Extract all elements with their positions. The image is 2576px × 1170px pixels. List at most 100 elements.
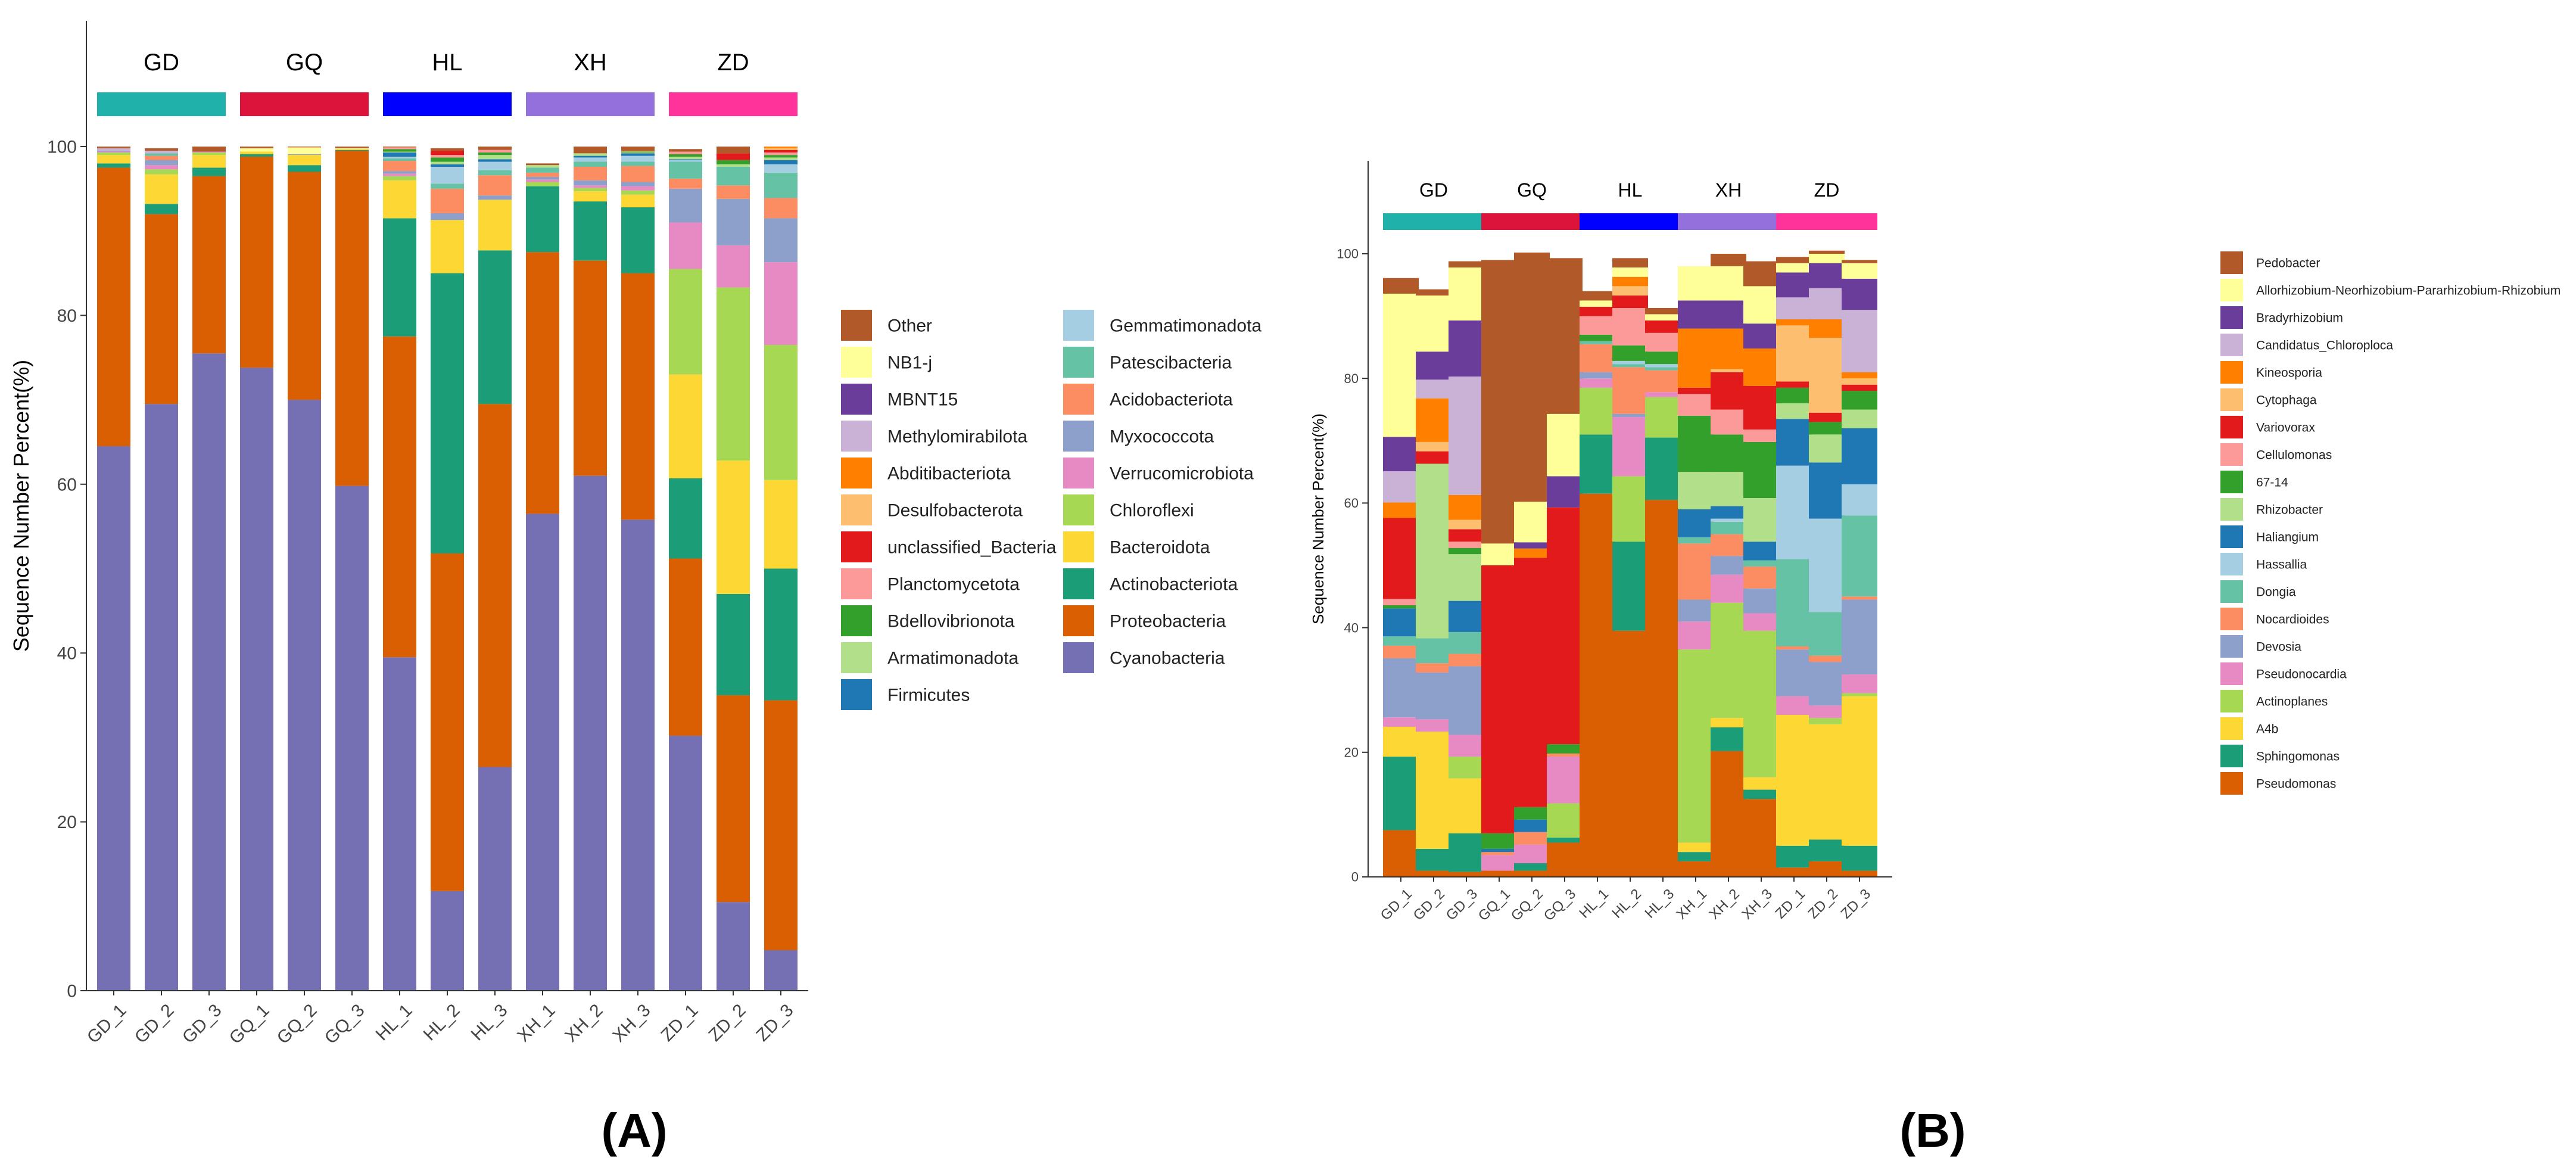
panel-b: 0 20 40 60 80 100 Sequence Number Percent(%) GD… — [1309, 161, 2561, 1157]
bar-segment-zd-2-unclassified-bacteria — [717, 153, 750, 160]
bar-segment-zd-3-allorhizobium-neorhizobium-pararhizobium-rhizobium — [1842, 263, 1877, 279]
legend-swatch-other — [841, 310, 872, 341]
x-tick-label-zd-1: ZD_1 — [1773, 886, 1809, 922]
bar-segment-zd-1-patescibacteria — [669, 161, 702, 179]
bar-segment-xh-2-67-14 — [1711, 434, 1746, 472]
bar-segment-gd-2-cyanobacteria — [145, 404, 178, 991]
bar-segment-zd-3-devosia — [1842, 599, 1877, 675]
legend-label-rhizobacter: Rhizobacter — [2256, 503, 2323, 516]
bar-segment-zd-3-haliangium — [1842, 428, 1877, 485]
bar-segment-gd-3-cyanobacteria — [192, 353, 226, 991]
legend-label-actinoplanes: Actinoplanes — [2256, 695, 2328, 708]
bar-segment-zd-2-pedobacter — [1809, 250, 1845, 254]
bar-segment-zd-1-actinobacteriota — [669, 478, 702, 559]
bar-segment-hl-1-sphingomonas — [1580, 434, 1615, 494]
bar-segment-zd-3-patescibacteria — [764, 172, 798, 198]
bar-segment-xh-3-dongia — [1743, 560, 1779, 567]
bar-segment-zd-3-chloroflexi — [764, 344, 798, 480]
bar-segment-zd-3-kineosporia — [1842, 372, 1877, 379]
y-axis-title: Sequence Number Percent(%) — [1309, 413, 1327, 624]
legend-label-a4b: A4b — [2256, 722, 2278, 736]
legend-label-67-14: 67-14 — [2256, 475, 2288, 489]
bar-segment-gq-3-allorhizobium-neorhizobium-pararhizobium-rhizobium — [1547, 413, 1583, 477]
bar-segment-zd-1-pseudomonas — [1776, 867, 1812, 877]
legend-swatch-chloroflexi — [1063, 494, 1094, 525]
bar-segment-gq-2-myxococcota — [288, 154, 321, 155]
bar-segment-gd-1-cyanobacteria — [97, 446, 130, 991]
bar-segment-zd-2-allorhizobium-neorhizobium-pararhizobium-rhizobium — [1809, 254, 1845, 263]
bar-segment-hl-3-variovorax — [1645, 320, 1681, 333]
bar-segment-xh-2-other — [574, 147, 607, 154]
bar-segment-xh-1-verrucomicrobiota — [526, 179, 559, 182]
bar-segment-zd-2-nocardioides — [1809, 655, 1845, 662]
bar-segment-xh-1-pseudomonas — [1678, 861, 1714, 877]
bar-segment-xh-2-cytophaga — [1711, 369, 1746, 372]
bar-segment-hl-1-verrucomicrobiota — [383, 173, 416, 176]
bar-segment-gd-3-candidatus-chloroploca — [1449, 376, 1484, 495]
bar-segment-hl-3-hassallia — [1645, 364, 1681, 368]
x-tick-label-xh-3: XH_3 — [609, 1000, 654, 1045]
bar-segment-xh-1-cellulomonas — [1678, 394, 1714, 416]
bar-segment-xh-3-a4b — [1743, 777, 1779, 790]
bar-segment-zd-1-bradyrhizobium — [1776, 272, 1812, 298]
bar-segment-xh-3-pedobacter — [1743, 261, 1779, 287]
bar-segment-xh-1-allorhizobium-neorhizobium-pararhizobium-rhizobium — [1678, 266, 1714, 301]
bar-segment-xh-2-chloroflexi — [574, 188, 607, 192]
bar-segment-gd-3-bradyrhizobium — [1449, 320, 1484, 377]
bar-segment-gd-1-devosia — [1383, 658, 1419, 718]
bar-segment-xh-2-nocardioides — [1711, 534, 1746, 556]
bar-segment-hl-1-dongia — [1580, 341, 1615, 344]
legend-swatch-gemmatimonadota — [1063, 310, 1094, 341]
bar-segment-xh-1-pseudonocardia — [1678, 621, 1714, 650]
bar-segment-gd-2-cytophaga — [1416, 441, 1451, 452]
bar-segment-gd-2-nocardioides — [1416, 663, 1451, 673]
bar-segment-hl-1-myxococcota — [383, 171, 416, 174]
bar-segment-xh-2-devosia — [1711, 556, 1746, 575]
bar-segment-gd-2-patescibacteria — [145, 153, 178, 156]
bar-segment-hl-3-pseudomonas — [1645, 500, 1681, 877]
bar-segment-xh-3-67-14 — [1743, 441, 1779, 499]
bar-segment-zd-3-dongia — [1842, 515, 1877, 597]
legend-swatch-planctomycetota — [841, 568, 872, 599]
legend-swatch-acidobacteriota — [1063, 384, 1094, 415]
bar-segment-xh-1-kineosporia — [1678, 328, 1714, 388]
bar-segment-gd-2-devosia — [1416, 672, 1451, 720]
bar-segment-hl-1-actinobacteriota — [383, 218, 416, 337]
bar-segment-gd-2-pedobacter — [1416, 289, 1451, 296]
bar-segment-gq-3-bradyrhizobium — [1547, 476, 1583, 508]
bar-segment-xh-1-a4b — [1678, 842, 1714, 852]
bar-segment-xh-3-cellulomonas — [1743, 429, 1779, 442]
bar-segment-xh-3-cyanobacteria — [621, 519, 655, 991]
bar-segment-zd-3-bacteroidota — [764, 480, 798, 569]
bar-segment-zd-1-haliangium — [1776, 419, 1812, 466]
group-label-hl: HL — [432, 49, 462, 76]
bar-segment-zd-3-firmicutes — [764, 160, 798, 164]
bar-segment-gd-2-candidatus-chloroploca — [1416, 379, 1451, 399]
bar-segment-zd-2-armatimonadota — [717, 164, 750, 167]
bar-segment-xh-1-actinobacteriota — [526, 186, 559, 253]
bar-segment-hl-3-bdellovibrionota — [478, 152, 512, 155]
bar-segment-xh-2-myxococcota — [574, 180, 607, 186]
bar-segment-gd-2-proteobacteria — [145, 214, 178, 404]
bar-segment-gd-3-variovorax — [1449, 529, 1484, 542]
bar-segment-zd-3-planctomycetota — [764, 152, 798, 155]
bar-segment-hl-3-patescibacteria — [478, 170, 512, 176]
bar-segment-zd-2-pseudonocardia — [1809, 705, 1845, 718]
bar-segment-gd-3-pedobacter — [1449, 261, 1484, 268]
bar-segment-gd-3-other — [192, 147, 226, 152]
bar-segment-zd-3-unclassified-bacteria — [764, 150, 798, 153]
bar-segment-gq-1-allorhizobium-neorhizobium-pararhizobium-rhizobium — [1481, 543, 1517, 565]
legend-label-gemmatimonadota: Gemmatimonadota — [1110, 316, 1261, 336]
bar-segment-xh-3-devosia — [1743, 588, 1779, 614]
bar-segment-zd-1-rhizobacter — [1776, 403, 1812, 419]
legend-label-acidobacteriota: Acidobacteriota — [1110, 390, 1233, 410]
bar-segment-xh-3-chloroflexi — [621, 190, 655, 195]
group-label-gq: GQ — [1517, 179, 1547, 201]
bar-segment-hl-2-variovorax — [1612, 295, 1648, 309]
bar-segment-hl-2-myxococcota — [431, 213, 464, 220]
bar-segment-zd-3-myxococcota — [764, 218, 798, 263]
bar-segment-zd-1-bacteroidota — [669, 374, 702, 478]
bar-segment-hl-2-67-14 — [1612, 345, 1648, 361]
bar-segment-gq-1-variovorax — [1481, 565, 1517, 833]
legend-swatch-pseudonocardia — [2220, 662, 2243, 685]
